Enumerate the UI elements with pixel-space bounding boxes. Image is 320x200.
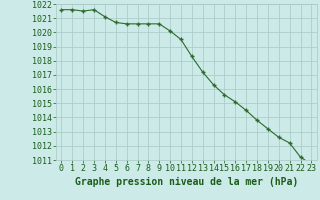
X-axis label: Graphe pression niveau de la mer (hPa): Graphe pression niveau de la mer (hPa) (75, 177, 298, 187)
